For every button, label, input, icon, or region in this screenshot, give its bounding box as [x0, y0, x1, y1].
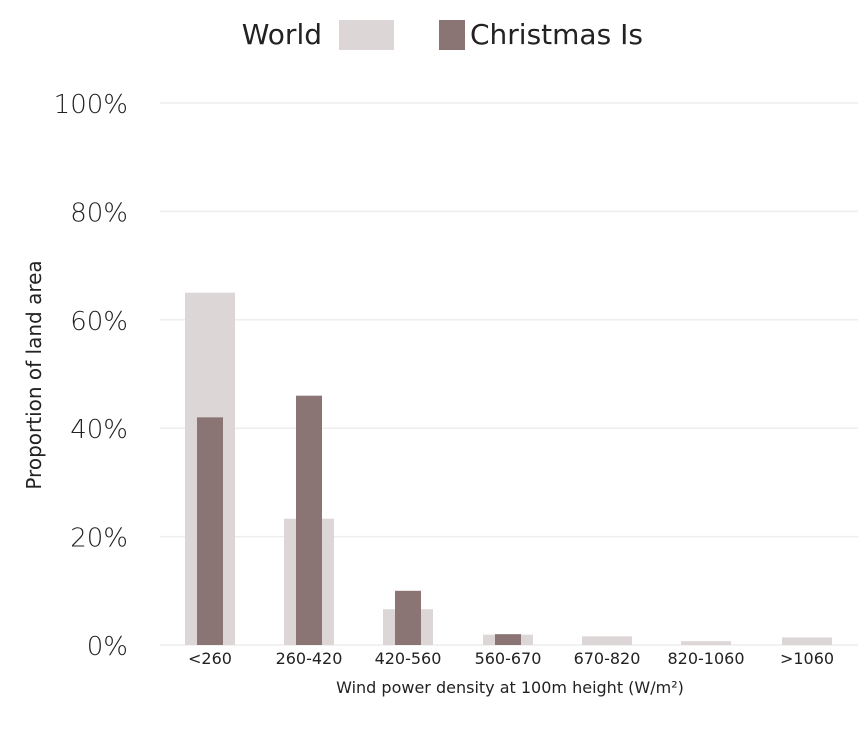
x-tick-label: 670-820 — [574, 649, 641, 668]
bar-world-4 — [582, 636, 632, 645]
legend-label-christmas-is: Christmas Is — [470, 18, 643, 51]
legend-swatch-christmas-is — [439, 20, 465, 50]
x-tick-label: 420-560 — [375, 649, 442, 668]
y-tick-label: 80% — [70, 198, 128, 228]
x-tick-label: >1060 — [780, 649, 834, 668]
x-tick-label: <260 — [188, 649, 232, 668]
legend-swatch-world — [339, 20, 394, 50]
y-tick-label: 60% — [70, 307, 128, 337]
x-tick-label: 820-1060 — [667, 649, 744, 668]
legend: World Christmas Is — [242, 18, 643, 51]
y-tick-label: 100% — [54, 90, 128, 120]
y-axis-ticks: 0% 20% 40% 60% 80% 100% — [54, 90, 128, 662]
bar-world-5 — [681, 641, 731, 645]
y-tick-label: 0% — [87, 632, 128, 662]
bar-christmas-is-0 — [197, 417, 223, 645]
y-tick-label: 20% — [70, 524, 128, 554]
bars-world-series — [185, 292, 832, 645]
y-axis-title: Proportion of land area — [22, 260, 46, 489]
y-tick-label: 40% — [70, 415, 128, 445]
bars-christmas-is-series — [197, 395, 521, 645]
bar-christmas-is-2 — [395, 590, 421, 645]
x-tick-label: 260-420 — [276, 649, 343, 668]
bar-christmas-is-3 — [495, 634, 521, 645]
bar-christmas-is-1 — [296, 395, 322, 645]
legend-label-world: World — [242, 18, 322, 51]
bar-world-6 — [782, 637, 832, 645]
x-tick-label: 560-670 — [475, 649, 542, 668]
grid-lines — [160, 102, 858, 646]
x-axis-ticks: <260 260-420 420-560 560-670 670-820 820-1060… — [188, 649, 834, 668]
x-axis-title: Wind power density at 100m height (W/m²) — [336, 678, 684, 697]
